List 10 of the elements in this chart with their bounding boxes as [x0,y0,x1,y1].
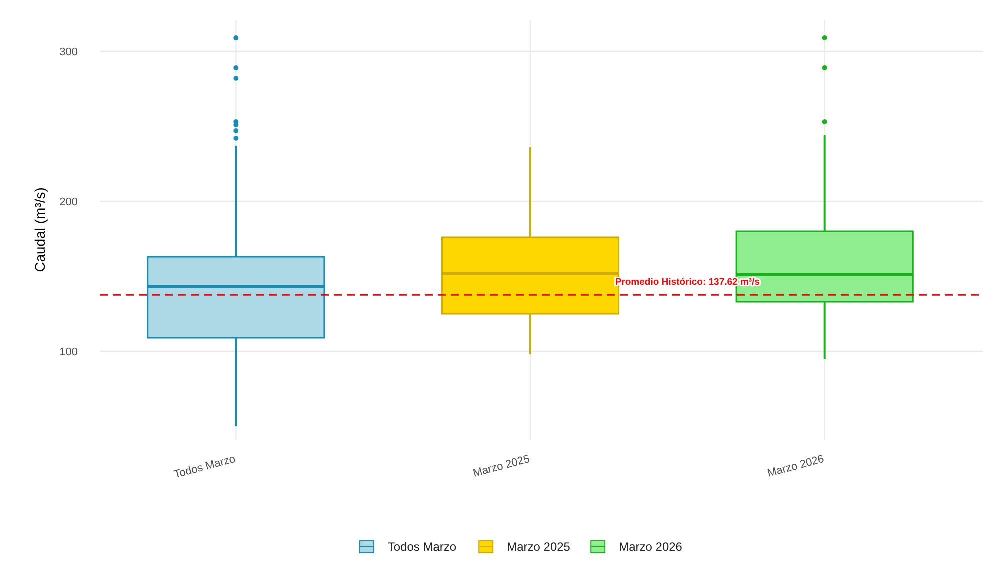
category-label: Marzo 2025 [507,540,570,554]
category-label: Todos Marzo [388,540,457,554]
x-tick-label: Marzo 2025 [472,453,532,480]
x-tick-label: Marzo 2026 [766,453,826,480]
category-label: Marzo 2026 [619,540,682,554]
x-tick-label: Todos Marzo [173,453,237,482]
y-tick-label: 300 [60,46,78,58]
y-tick-label: 100 [60,346,78,358]
y-axis-title: Caudal (m³/s) [32,188,48,272]
y-tick-label: 200 [60,196,78,208]
